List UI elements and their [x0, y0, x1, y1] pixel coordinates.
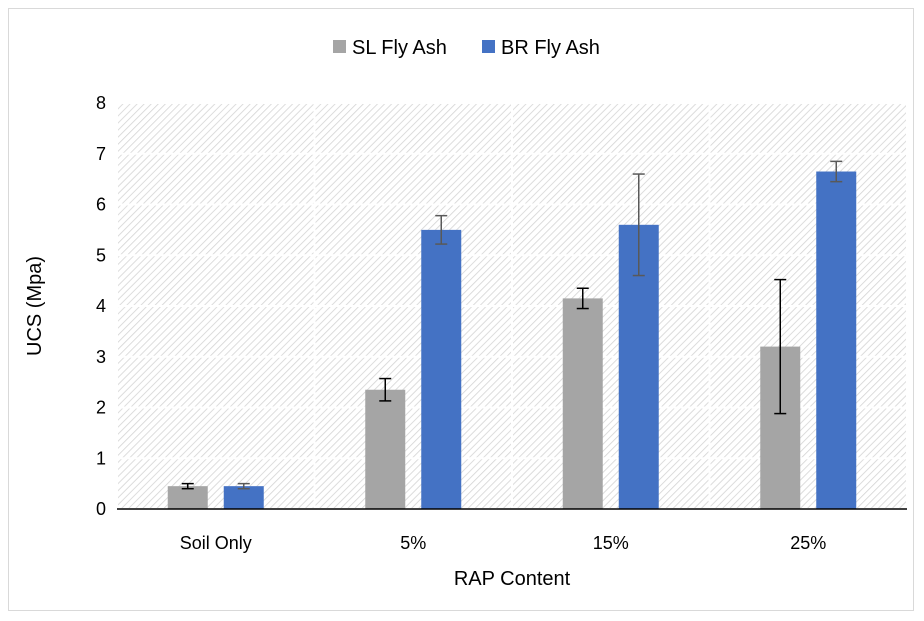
x-tick-label: Soil Only: [180, 533, 252, 553]
bar-br-fly-ash: [223, 486, 264, 509]
error-bar-sl-fly-ash: [774, 278, 787, 415]
error-bar-br-fly-ash: [435, 214, 448, 245]
y-tick-label: 8: [96, 93, 106, 113]
y-tick-label: 3: [96, 347, 106, 367]
bar-br-fly-ash: [421, 229, 462, 509]
bar-sl-fly-ash: [562, 298, 603, 509]
bar-sl-fly-ash: [167, 486, 208, 509]
legend-swatch-br-fly-ash: [482, 40, 495, 53]
y-tick-label: 1: [96, 448, 106, 468]
error-bar-br-fly-ash: [632, 173, 645, 277]
legend-label-br-fly-ash: BR Fly Ash: [501, 37, 600, 59]
x-tick-label: 5%: [400, 533, 426, 553]
y-tick-label: 4: [96, 296, 106, 316]
error-bar-br-fly-ash: [237, 482, 250, 490]
error-bar-sl-fly-ash: [181, 482, 194, 490]
y-axis-title: UCS (Mpa): [24, 256, 46, 356]
y-tick-label: 5: [96, 245, 106, 265]
error-bar-sl-fly-ash: [379, 377, 392, 402]
x-tick-label: 15%: [593, 533, 629, 553]
legend-label-sl-fly-ash: SL Fly Ash: [352, 37, 447, 59]
error-bar-br-fly-ash: [830, 160, 843, 183]
x-tick-labels: Soil Only 5% 15% 25%: [180, 533, 827, 553]
bars: [167, 171, 857, 510]
error-bars: [181, 160, 843, 490]
x-axis-title: RAP Content: [454, 568, 571, 590]
legend: SL Fly Ash BR Fly Ash: [333, 37, 600, 59]
bar-br-fly-ash: [816, 171, 857, 509]
y-tick-label: 0: [96, 499, 106, 519]
y-tick-labels: 0 1 2 3 4 5 6 7 8: [96, 93, 106, 519]
x-tick-label: 25%: [790, 533, 826, 553]
legend-swatch-sl-fly-ash: [333, 40, 346, 53]
y-tick-label: 2: [96, 398, 106, 418]
y-tick-label: 6: [96, 195, 106, 215]
error-bar-sl-fly-ash: [576, 287, 589, 310]
y-tick-label: 7: [96, 144, 106, 164]
bar-sl-fly-ash: [365, 389, 406, 509]
